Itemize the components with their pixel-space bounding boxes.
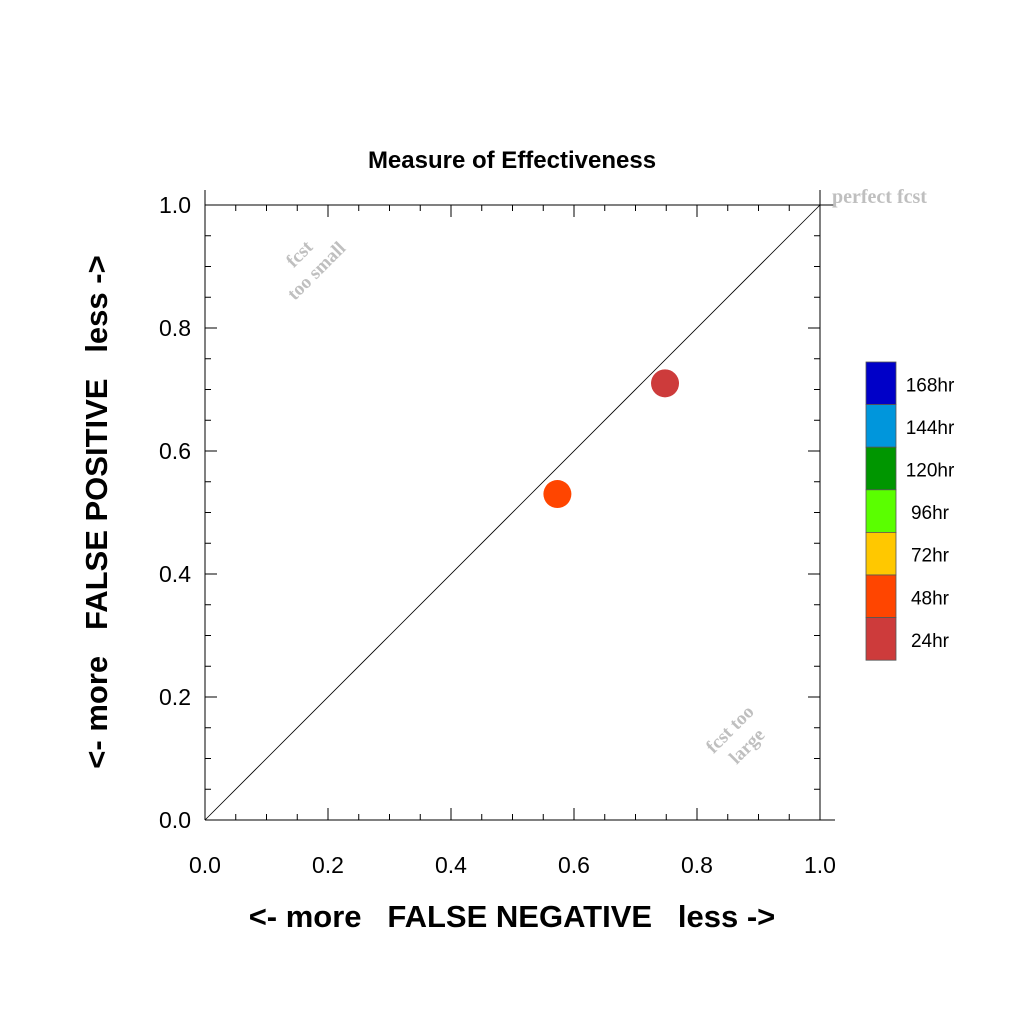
- data-points: [543, 369, 680, 509]
- legend-label: 168hr: [906, 375, 955, 396]
- legend-label: 48hr: [911, 588, 950, 609]
- perfect-fcst-label: perfect fcst: [832, 186, 927, 208]
- x-tick-label: 0.2: [312, 852, 344, 878]
- x-tick-label: 0.6: [558, 852, 590, 878]
- perfect-forecast-line: [204, 204, 821, 821]
- x-tick-label: 0.8: [681, 852, 713, 878]
- legend-swatch-24hr: [865, 617, 897, 661]
- y-tick-label: 0.0: [159, 807, 191, 833]
- x-tick-label: 0.0: [189, 852, 221, 878]
- chart-title: Measure of Effectiveness: [368, 147, 656, 174]
- legend-swatch-72hr: [865, 532, 897, 576]
- x-axis-label: <- more FALSE NEGATIVE less ->: [249, 899, 776, 934]
- legend-label: 72hr: [911, 546, 950, 567]
- legend-label: 24hr: [911, 631, 950, 652]
- y-tick-label: 0.8: [159, 315, 191, 341]
- ticks: 0.0 0.2 0.4 0.6 0.8 1.0 0.0 0.2 0.4 0.6 0.8 1.0: [159, 192, 836, 878]
- legend-label: 120hr: [906, 461, 955, 482]
- legend-swatch-144hr: [865, 404, 897, 448]
- data-point-24hr: [651, 369, 680, 398]
- axes: [204, 190, 835, 821]
- legend-swatch-120hr: [865, 446, 897, 491]
- y-tick-label: 0.2: [159, 684, 191, 710]
- legend-swatch-48hr: [865, 574, 897, 618]
- diagonal-layer: [204, 204, 821, 821]
- y-tick-label: 1.0: [159, 192, 191, 218]
- y-axis-label: <- more FALSE POSITIVE less ->: [79, 255, 114, 768]
- data-point-48hr: [543, 480, 572, 509]
- y-tick-label: 0.4: [159, 561, 191, 587]
- legend: 168hr 144hr 120hr 96hr 72hr 48hr 24hr: [865, 361, 955, 661]
- legend-label: 144hr: [906, 418, 955, 439]
- legend-label: 96hr: [911, 503, 950, 524]
- x-tick-label: 1.0: [804, 852, 836, 878]
- legend-swatch-96hr: [865, 489, 897, 533]
- y-tick-label: 0.6: [159, 438, 191, 464]
- legend-swatch-168hr: [865, 361, 897, 405]
- x-tick-label: 0.4: [435, 852, 467, 878]
